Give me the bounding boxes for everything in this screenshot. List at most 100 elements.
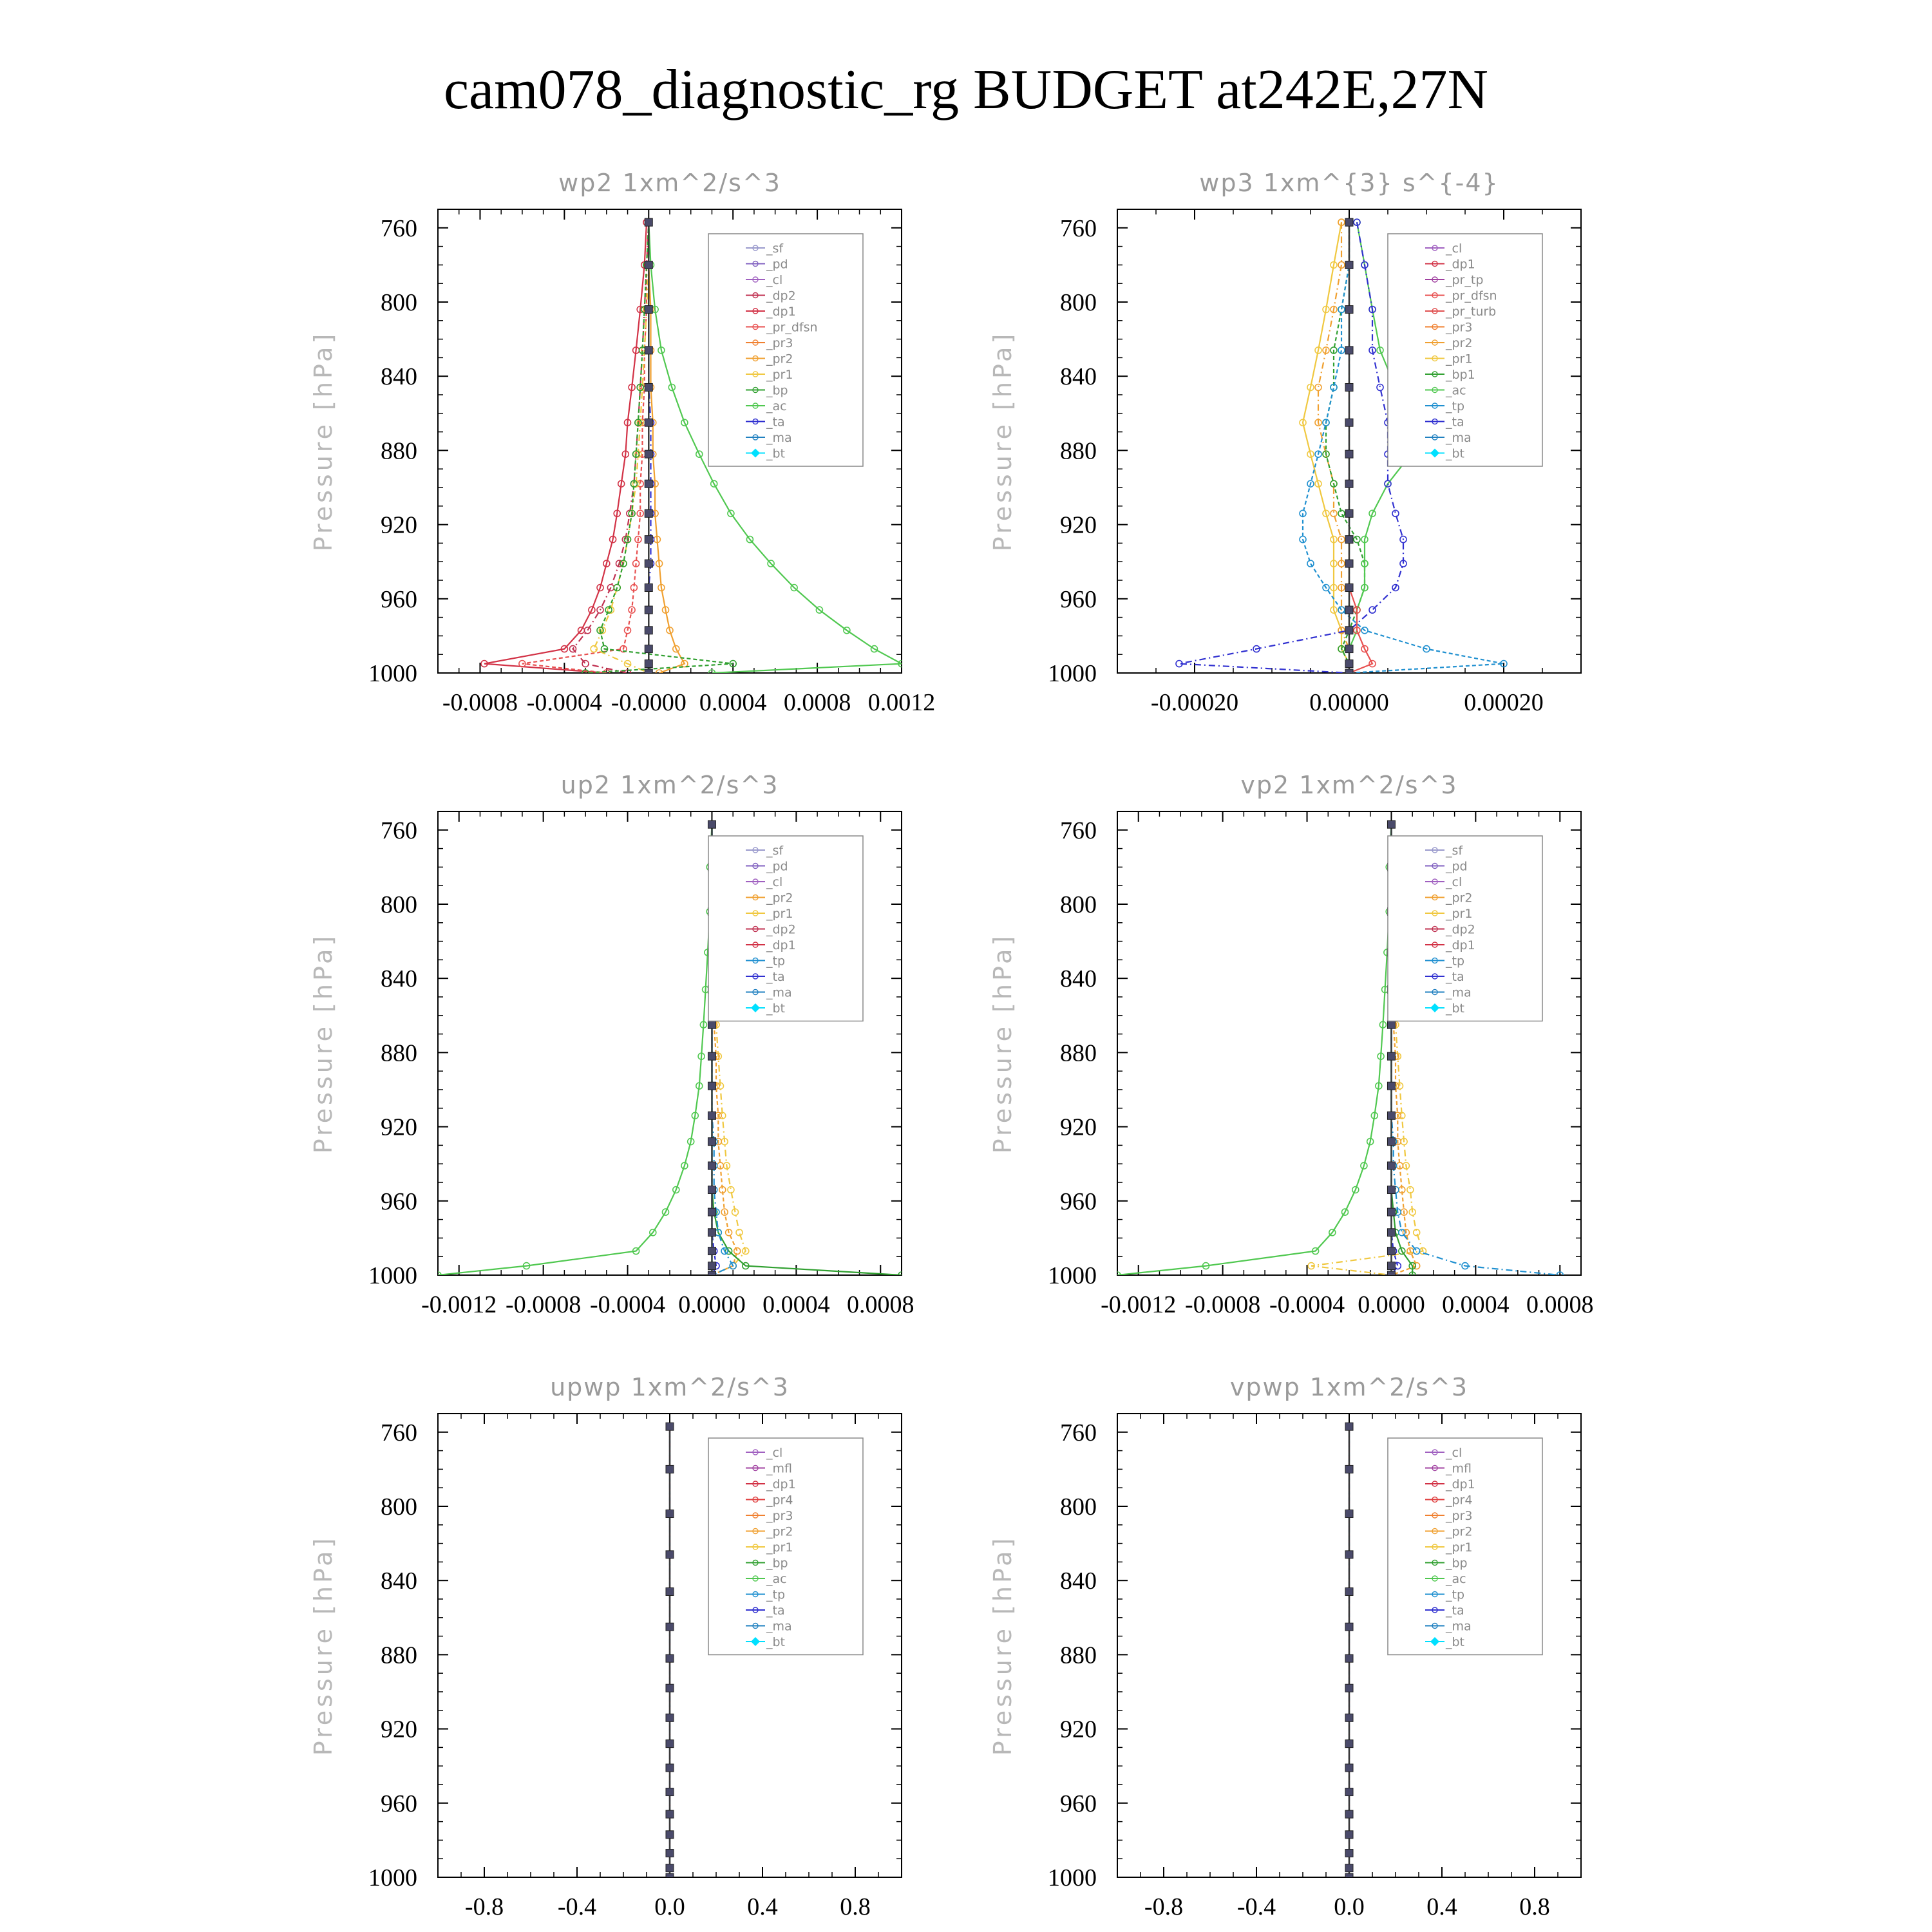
x-tick-label: 0.0000 — [1358, 1291, 1425, 1318]
series-point-dp1 — [632, 1247, 640, 1255]
zero-marker — [1345, 1830, 1354, 1839]
zero-marker — [1387, 1020, 1396, 1029]
series-point-ac — [843, 626, 851, 634]
series-point-dp1 — [681, 1162, 688, 1170]
zero-marker — [1345, 605, 1354, 614]
series-point-pr2 — [1330, 509, 1338, 518]
x-tick-label: -0.0000 — [611, 689, 687, 716]
chart-panel-3: up2 1xm^2/s^3 Pressure [hPa] 760 800 840 880 9… — [309, 771, 914, 1318]
series-point-dp1 — [687, 1137, 695, 1146]
legend-marker — [1432, 989, 1438, 996]
chart-panel-6: vpwp 1xm^2/s^3 Pressure [hPa] 760 800 840 880… — [989, 1373, 1582, 1920]
series-point-ac — [681, 419, 688, 427]
legend-label: _sf — [766, 242, 784, 256]
series-point-pr1 — [634, 450, 642, 459]
legend-label: _pr1 — [766, 907, 793, 921]
zero-marker — [1345, 218, 1354, 227]
legend-box — [708, 835, 864, 1022]
series-point-dp2 — [1398, 1247, 1406, 1255]
series-point-ac — [767, 560, 775, 567]
y-tick-label: 960 — [381, 1790, 417, 1817]
legend-marker — [1432, 355, 1438, 362]
zero-marker — [1387, 1161, 1396, 1170]
y-tick-label: 800 — [1060, 1493, 1097, 1520]
zero-marker — [665, 1713, 674, 1722]
legend-marker — [1430, 1637, 1439, 1646]
zero-marker — [644, 383, 653, 392]
series-point-ta — [1353, 218, 1361, 227]
y-tick-label: 1000 — [368, 1262, 417, 1289]
legend-marker — [1432, 1512, 1438, 1519]
series-point-ta — [1399, 535, 1407, 544]
series-point-dp2 — [621, 535, 630, 544]
zero-marker — [1345, 645, 1354, 654]
series-point-dp1 — [1311, 1247, 1320, 1255]
zero-marker — [1345, 1587, 1354, 1596]
series-point-pr1 — [1408, 1208, 1416, 1216]
legend-label: _dp1 — [1445, 1477, 1475, 1492]
zero-marker — [644, 605, 653, 614]
x-tick-label: 0.0004 — [1442, 1291, 1510, 1318]
chart-panel-5: upwp 1xm^2/s^3 Pressure [hPa] 760 800 840 880… — [309, 1373, 902, 1920]
series-point-dp1 — [1377, 1052, 1385, 1060]
series-point-pr1 — [735, 1229, 743, 1236]
series-point-pr2 — [661, 606, 670, 614]
legend-label: _dp1 — [766, 938, 796, 952]
y-axis-label: Pressure [hPa] — [989, 1535, 1017, 1756]
series-line-pr1 — [592, 222, 650, 673]
panel-title: up2 1xm^2/s^3 — [561, 771, 779, 799]
series-point-tp — [1338, 346, 1345, 354]
series-point-bp — [605, 606, 612, 614]
zero-marker — [1345, 383, 1354, 392]
series-point-tp — [1423, 645, 1430, 653]
legend-label: _pr1 — [1445, 352, 1472, 366]
series-point-dp1 — [1341, 1208, 1349, 1216]
series-point-pr2 — [655, 560, 663, 567]
y-axis-label: Pressure [hPa] — [309, 933, 337, 1154]
series-point-ta — [1368, 346, 1376, 354]
zero-marker — [665, 1763, 674, 1772]
zero-marker — [644, 450, 653, 459]
zero-marker — [1345, 260, 1354, 269]
series-point-ta — [1399, 560, 1407, 567]
panel-title: upwp 1xm^2/s^3 — [550, 1373, 790, 1401]
zero-marker — [1387, 820, 1396, 829]
series-point-dp1 — [623, 419, 632, 427]
zero-marker — [1345, 1510, 1354, 1519]
series-point-pr_dfsn — [620, 645, 627, 653]
legend-marker — [1432, 1528, 1438, 1535]
series-point-dp1 — [613, 509, 621, 518]
zero-marker — [665, 1550, 674, 1559]
series-point-dp1 — [1352, 1186, 1359, 1194]
x-tick-label: 0.0004 — [699, 689, 767, 716]
zero-marker — [1387, 1052, 1396, 1061]
series-point-dp2 — [1408, 1262, 1416, 1270]
series-point-tp — [1299, 509, 1307, 518]
zero-marker — [665, 1464, 674, 1473]
series-point-ta — [1392, 583, 1399, 592]
legend-label: _ac — [766, 1572, 787, 1586]
y-tick-label: 920 — [1060, 1716, 1097, 1743]
series-point-ta — [1368, 305, 1376, 314]
series-point-pr1 — [1307, 450, 1314, 459]
series-point-bp — [634, 419, 642, 427]
legend-marker — [1432, 276, 1438, 283]
series-point-ac — [727, 509, 735, 518]
legend-label: _tp — [766, 954, 785, 969]
legend-marker — [752, 260, 759, 267]
series-point-bp — [630, 480, 638, 488]
legend-marker — [751, 448, 760, 458]
zero-marker — [707, 1020, 716, 1029]
series-point-bp1 — [1353, 535, 1361, 544]
zero-marker — [644, 509, 653, 518]
legend-label: _dp2 — [766, 923, 796, 937]
series-point-tp — [1307, 560, 1314, 567]
x-tick-label: -0.0012 — [421, 1291, 497, 1318]
figure-title: cam078_diagnostic_rg BUDGET at242E,27N — [444, 59, 1488, 121]
panel-title: vpwp 1xm^2/s^3 — [1230, 1373, 1468, 1401]
series-point-dp1 — [649, 1229, 657, 1236]
x-tick-label: 0.0 — [1334, 1893, 1365, 1920]
series-point-dp1 — [1375, 1082, 1383, 1090]
legend-label: _pr4 — [766, 1493, 793, 1508]
legend-marker — [1432, 925, 1438, 933]
